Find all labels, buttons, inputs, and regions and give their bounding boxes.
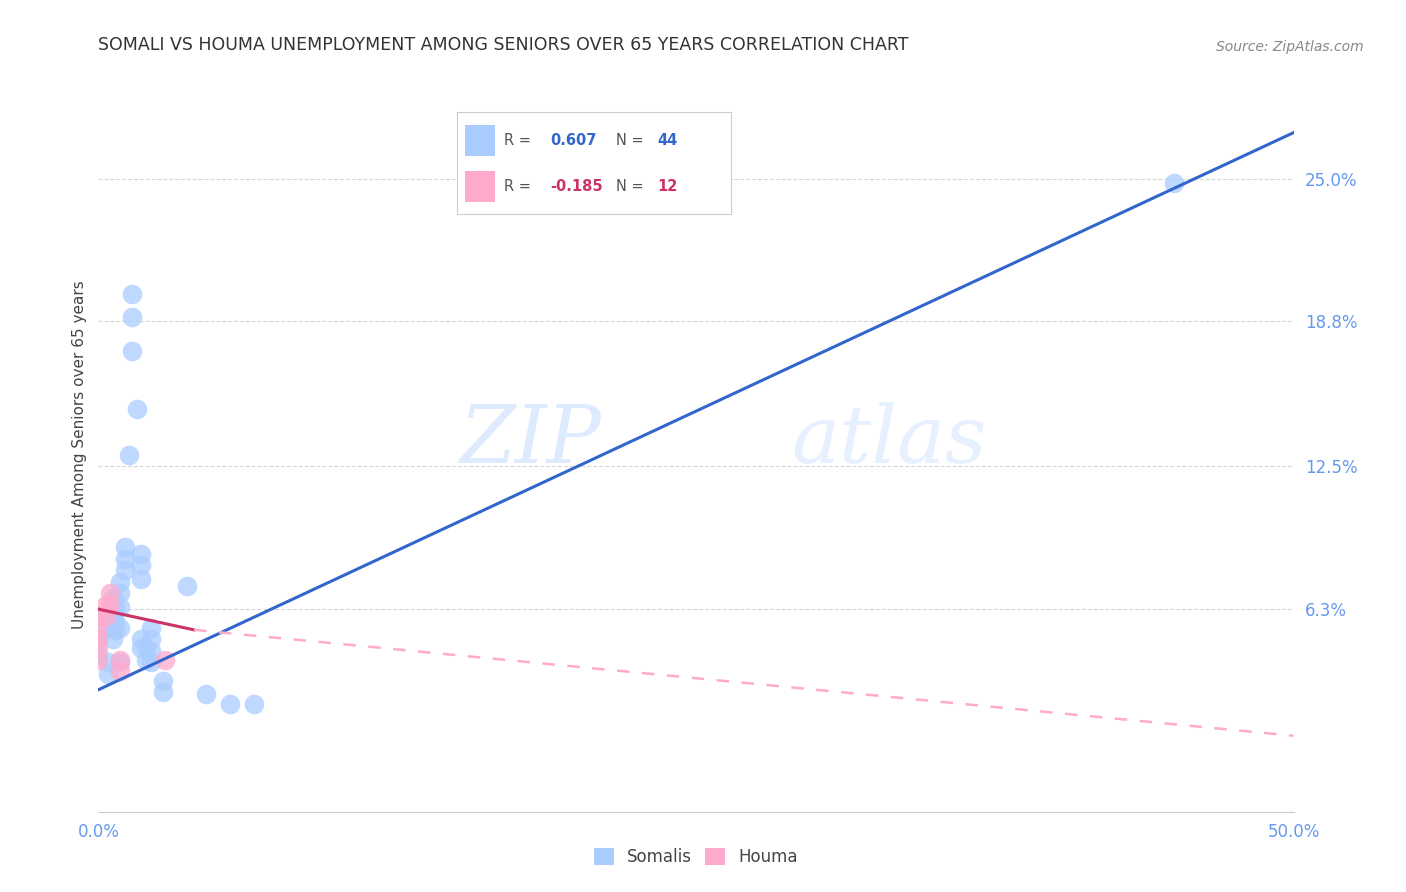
Point xyxy=(131,547,153,561)
Point xyxy=(152,673,174,688)
Text: 0.607: 0.607 xyxy=(550,133,596,148)
Point xyxy=(97,609,120,624)
Text: SOMALI VS HOUMA UNEMPLOYMENT AMONG SENIORS OVER 65 YEARS CORRELATION CHART: SOMALI VS HOUMA UNEMPLOYMENT AMONG SENIO… xyxy=(98,36,908,54)
Point xyxy=(131,641,153,656)
Point xyxy=(108,621,131,635)
Point xyxy=(104,614,127,628)
Text: 44: 44 xyxy=(657,133,678,148)
Point xyxy=(101,591,124,605)
Point xyxy=(94,598,117,612)
Text: N =: N = xyxy=(616,179,648,194)
Point xyxy=(87,653,110,667)
Text: atlas: atlas xyxy=(792,402,987,479)
Point xyxy=(125,401,148,416)
Point xyxy=(98,598,122,612)
Point xyxy=(139,621,162,635)
Point xyxy=(114,563,136,577)
Point xyxy=(114,540,136,554)
Point xyxy=(101,609,124,624)
FancyBboxPatch shape xyxy=(465,171,495,202)
Point xyxy=(139,655,162,669)
Point xyxy=(87,609,110,624)
Point xyxy=(98,586,122,600)
Point xyxy=(87,632,110,646)
Point xyxy=(94,609,117,624)
Point xyxy=(87,621,110,635)
Text: R =: R = xyxy=(503,179,536,194)
Point xyxy=(104,602,127,616)
Point xyxy=(97,621,120,635)
Text: -0.185: -0.185 xyxy=(550,179,603,194)
Point xyxy=(135,641,157,656)
Point xyxy=(135,653,157,667)
Point xyxy=(104,623,127,637)
Point xyxy=(176,579,198,593)
FancyBboxPatch shape xyxy=(465,125,495,155)
Point xyxy=(118,448,141,462)
Point xyxy=(108,586,131,600)
Point xyxy=(121,344,143,359)
Point xyxy=(139,643,162,657)
Text: 12: 12 xyxy=(657,179,678,194)
Point xyxy=(87,641,110,656)
Point xyxy=(152,685,174,699)
Point xyxy=(219,697,242,711)
Point xyxy=(97,655,120,669)
Text: R =: R = xyxy=(503,133,536,148)
Y-axis label: Unemployment Among Seniors over 65 years: Unemployment Among Seniors over 65 years xyxy=(72,281,87,629)
Text: N =: N = xyxy=(616,133,648,148)
Text: ZIP: ZIP xyxy=(458,402,600,479)
Point xyxy=(194,687,217,701)
Point xyxy=(101,621,124,635)
Text: Source: ZipAtlas.com: Source: ZipAtlas.com xyxy=(1216,39,1364,54)
Point xyxy=(114,551,136,566)
Point xyxy=(101,632,124,646)
Point xyxy=(243,697,266,711)
Point xyxy=(97,666,120,681)
Point xyxy=(108,574,131,589)
Point xyxy=(121,310,143,324)
Point xyxy=(131,632,153,646)
Point xyxy=(155,653,177,667)
Point xyxy=(87,632,110,646)
Point xyxy=(139,632,162,646)
Point xyxy=(131,572,153,586)
Point xyxy=(121,286,143,301)
Point xyxy=(108,599,131,614)
Legend: Somalis, Houma: Somalis, Houma xyxy=(585,840,807,875)
Point xyxy=(108,655,131,669)
Point xyxy=(108,653,131,667)
Point xyxy=(87,648,110,663)
Point xyxy=(131,558,153,573)
Point xyxy=(1163,176,1185,190)
Point xyxy=(108,665,131,679)
